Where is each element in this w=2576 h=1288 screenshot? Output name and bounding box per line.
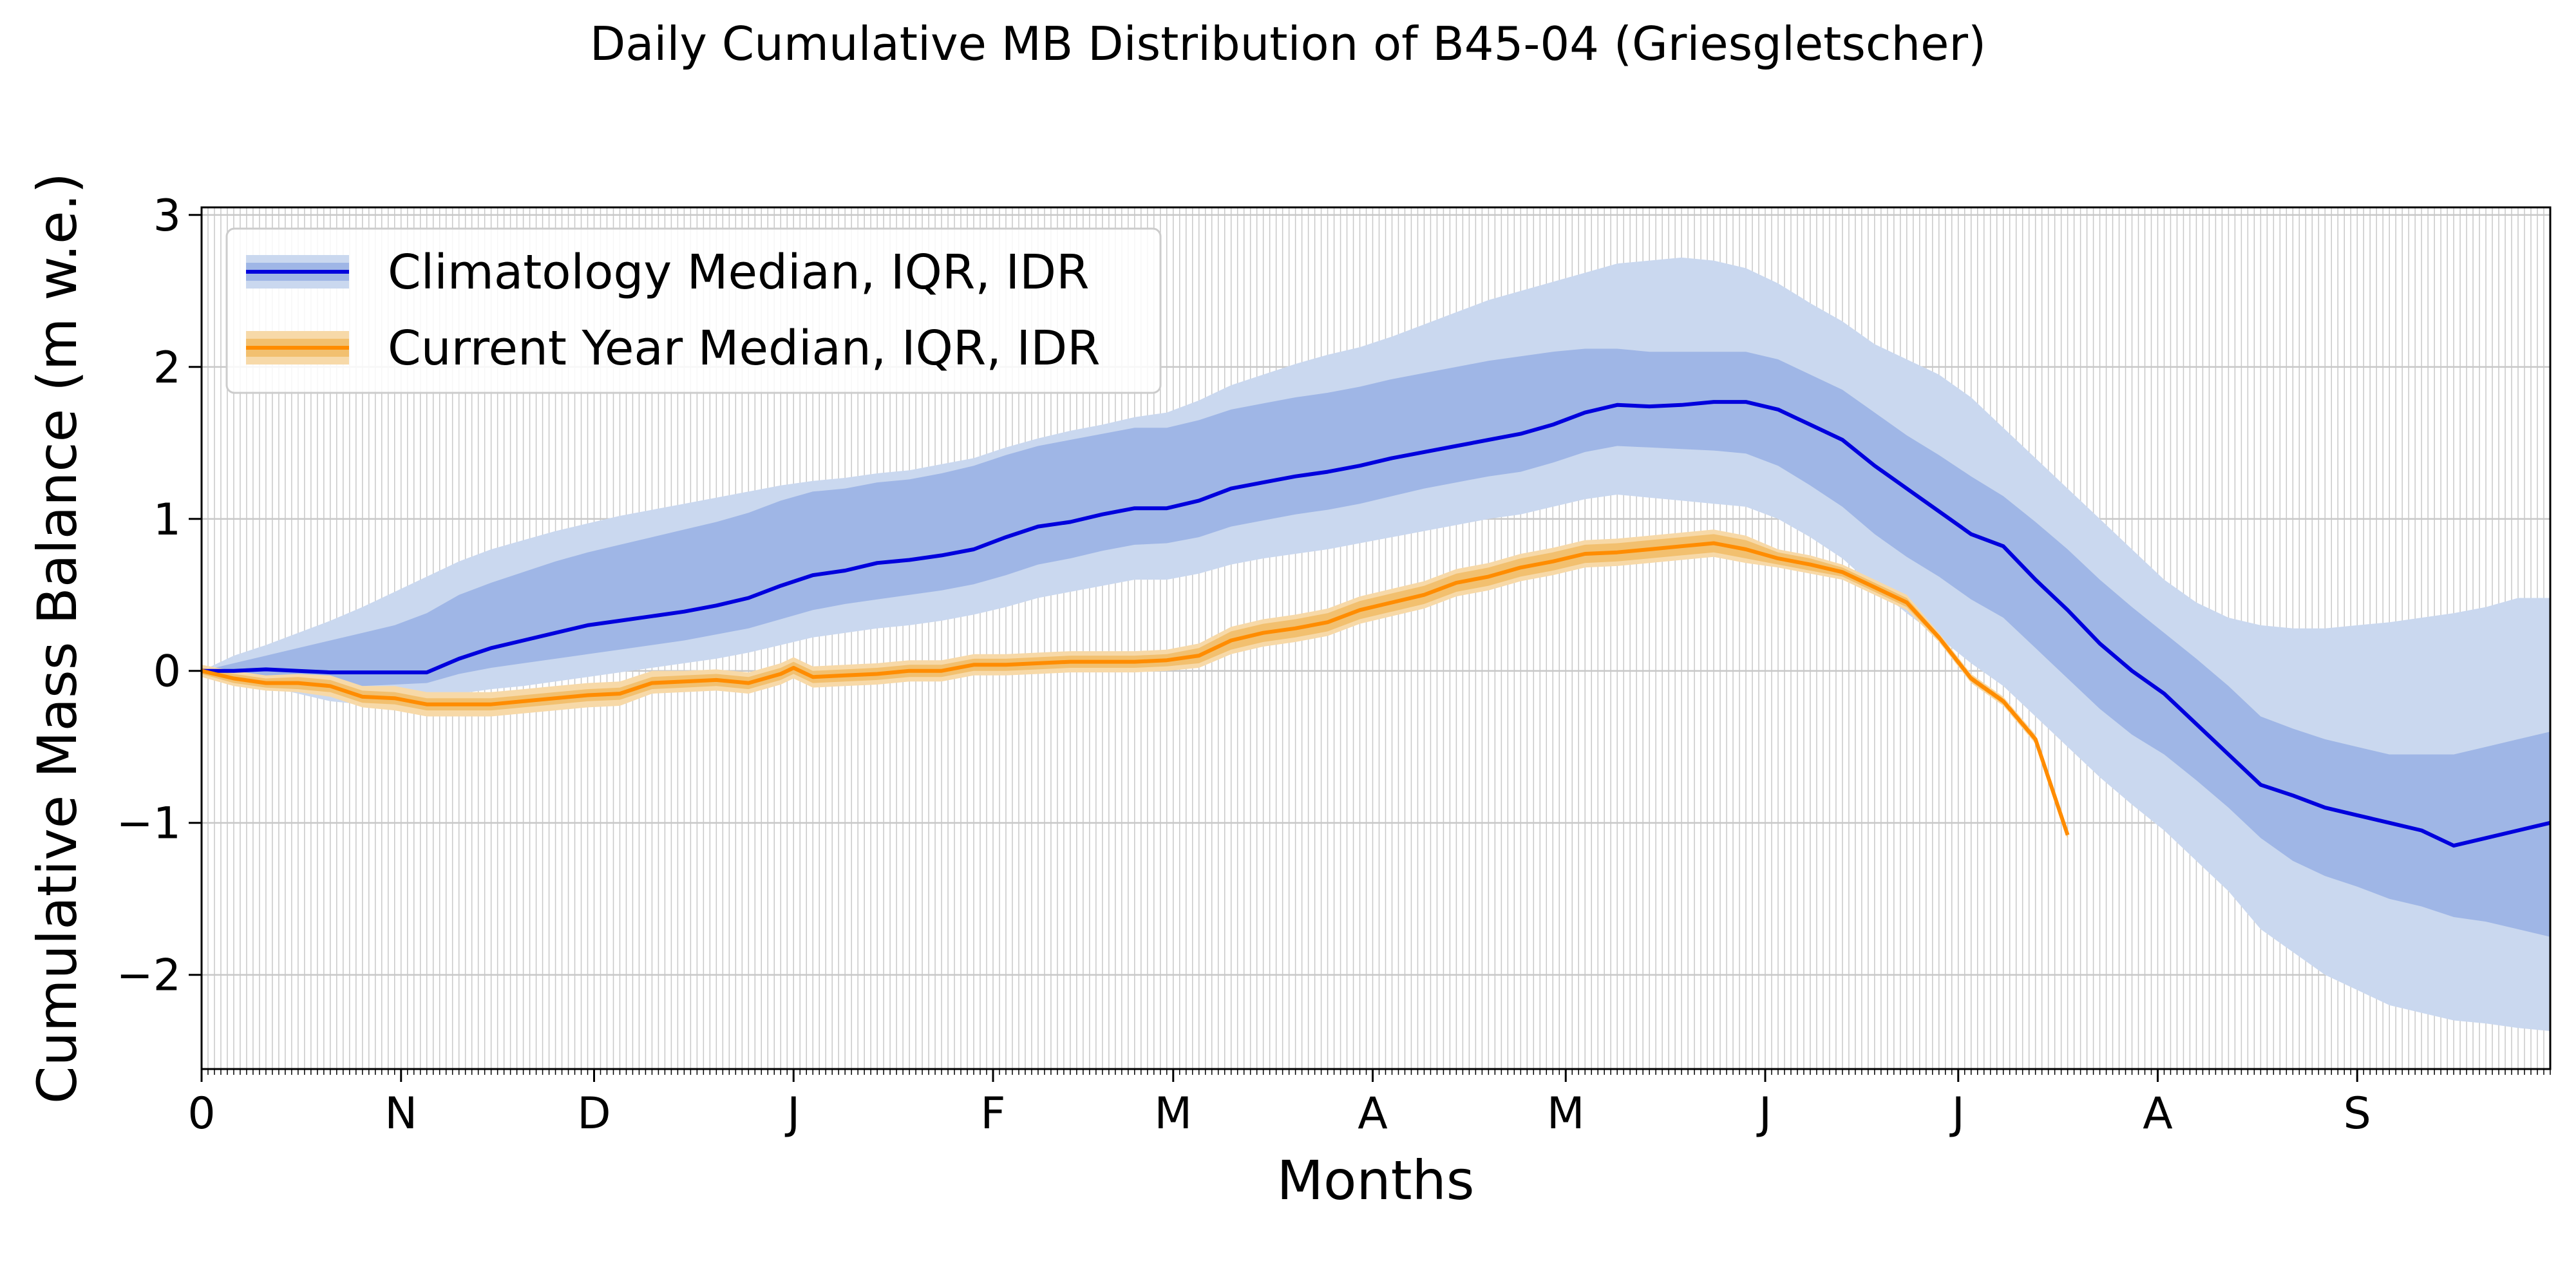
- bands: [202, 257, 2550, 1031]
- band-idr-current-year: [202, 529, 2068, 840]
- x-tick-label: J: [784, 1088, 800, 1139]
- x-tick-label: J: [1756, 1088, 1772, 1139]
- x-tick-label: M: [1154, 1088, 1192, 1139]
- y-tick-label: 2: [153, 343, 181, 393]
- x-axis-label: Months: [1276, 1149, 1474, 1212]
- plot-frame: [200, 206, 2552, 1070]
- band-iqr-climatology: [202, 348, 2550, 937]
- y-ticks: 3 2 1 0 −1 −2: [117, 191, 202, 1001]
- legend-label-current-year: Current Year Median, IQR, IDR: [388, 321, 1101, 376]
- x-ticks: 0 N D J F M A M J J A S: [187, 1069, 2551, 1139]
- x-tick-label: M: [1547, 1088, 1585, 1139]
- median-line-current-year: [201, 541, 2070, 836]
- x-tick-label: A: [2143, 1088, 2173, 1139]
- y-tick-label: −2: [117, 951, 181, 1001]
- plot-area: 0 N D J F M A M J J A S 3 2 1 0 −1 −2: [117, 191, 2552, 1139]
- x-tick-label: N: [384, 1088, 417, 1139]
- legend-box: [225, 227, 1162, 394]
- median-line-climatology: [202, 400, 2551, 848]
- x-tick-label: S: [2344, 1088, 2371, 1139]
- legend-item-current-year: Current Year Median, IQR, IDR: [246, 321, 1101, 376]
- x-tick-label: A: [1358, 1088, 1388, 1139]
- x-tick-label: F: [980, 1088, 1005, 1139]
- legend: Climatology Median, IQR, IDR Current Yea…: [225, 227, 1162, 394]
- y-tick-label: 0: [153, 647, 181, 697]
- chart-title: Daily Cumulative MB Distribution of B45-…: [590, 17, 1986, 71]
- lines: [201, 400, 2551, 848]
- x-tick-label: J: [1949, 1088, 1965, 1139]
- y-tick-label: 3: [153, 191, 181, 242]
- y-tick-label: 1: [153, 495, 181, 545]
- y-axis-label: Cumulative Mass Balance (m w.e.): [26, 173, 89, 1104]
- y-tick-label: −1: [117, 799, 181, 849]
- legend-label-climatology: Climatology Median, IQR, IDR: [388, 245, 1090, 300]
- x-tick-label: 0: [187, 1088, 215, 1139]
- band-idr-climatology: [202, 257, 2550, 1031]
- legend-item-climatology: Climatology Median, IQR, IDR: [246, 245, 1090, 300]
- x-tick-label: D: [577, 1088, 611, 1139]
